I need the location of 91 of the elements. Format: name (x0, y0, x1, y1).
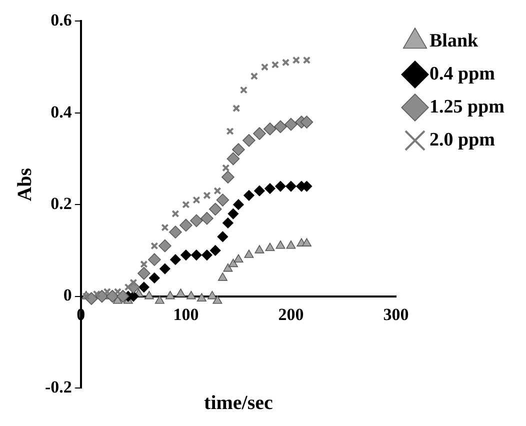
point (302, 238, 312, 246)
point (186, 290, 196, 300)
point (244, 250, 254, 258)
point (222, 164, 230, 172)
point (216, 194, 230, 206)
point (182, 200, 190, 208)
point (130, 278, 138, 286)
point (92, 290, 100, 298)
point (150, 242, 158, 250)
point (274, 120, 287, 134)
point (276, 240, 286, 249)
point (244, 190, 254, 201)
point (232, 104, 240, 112)
point (242, 134, 256, 147)
point (250, 72, 258, 80)
point (222, 218, 234, 228)
y-tick-label: -0.2 (44, 377, 72, 396)
point (158, 239, 172, 252)
y-tick-label: 0.6 (50, 10, 72, 30)
point (264, 183, 276, 194)
y-tick-label: 0 (63, 286, 72, 305)
point (208, 202, 222, 216)
point (192, 196, 200, 204)
point (180, 250, 192, 260)
y-axis-title: Abs (14, 168, 36, 202)
point (260, 63, 269, 71)
point (218, 272, 228, 281)
x-tick-label: 200 (278, 304, 304, 324)
point (103, 288, 111, 296)
point (154, 295, 164, 304)
point (226, 127, 234, 136)
point (160, 263, 170, 274)
point (170, 254, 181, 266)
y-tick-label: 0.2 (50, 194, 72, 213)
legend-label: 1.25 ppm (430, 96, 505, 118)
point (233, 199, 244, 210)
point (140, 260, 148, 268)
x-tick-label: 100 (173, 304, 199, 324)
point (265, 242, 275, 252)
point (254, 245, 264, 254)
point (212, 295, 222, 304)
point (138, 282, 150, 293)
point (207, 290, 217, 300)
point (169, 226, 182, 239)
point (302, 56, 311, 64)
x-axis-title: time/sec (204, 392, 273, 414)
point (286, 240, 296, 249)
point (138, 266, 150, 280)
point (228, 208, 239, 220)
legend-label: 2.0 ppm (430, 129, 496, 150)
point (234, 254, 244, 263)
point (222, 170, 234, 184)
point (275, 180, 286, 192)
point (210, 245, 221, 256)
point (148, 253, 161, 266)
point (232, 143, 245, 156)
point (114, 288, 122, 296)
point (264, 122, 276, 136)
point (124, 283, 132, 291)
point (190, 214, 203, 228)
point (202, 250, 212, 260)
legend-label: 0.4 ppm (430, 63, 496, 84)
point (286, 180, 296, 192)
point (282, 58, 290, 66)
point (144, 290, 154, 300)
point (217, 231, 228, 242)
point (203, 192, 211, 200)
point (226, 152, 240, 166)
point (253, 127, 266, 140)
point (228, 258, 238, 268)
point (149, 272, 160, 284)
point (191, 250, 202, 260)
point (284, 118, 298, 131)
point (240, 86, 248, 94)
point (116, 290, 130, 303)
point (176, 288, 186, 297)
legend-label: Blank (430, 30, 479, 52)
point (161, 224, 169, 232)
point (172, 210, 180, 218)
point (223, 263, 233, 272)
point (214, 187, 222, 195)
x-tick-label: 300 (383, 304, 409, 324)
point (300, 116, 314, 128)
point (271, 60, 280, 69)
y-tick-label: 0.4 (50, 102, 72, 122)
point (292, 56, 300, 64)
point (200, 212, 214, 225)
point (196, 293, 206, 302)
point (254, 185, 265, 196)
point (180, 218, 192, 232)
point (165, 290, 175, 300)
